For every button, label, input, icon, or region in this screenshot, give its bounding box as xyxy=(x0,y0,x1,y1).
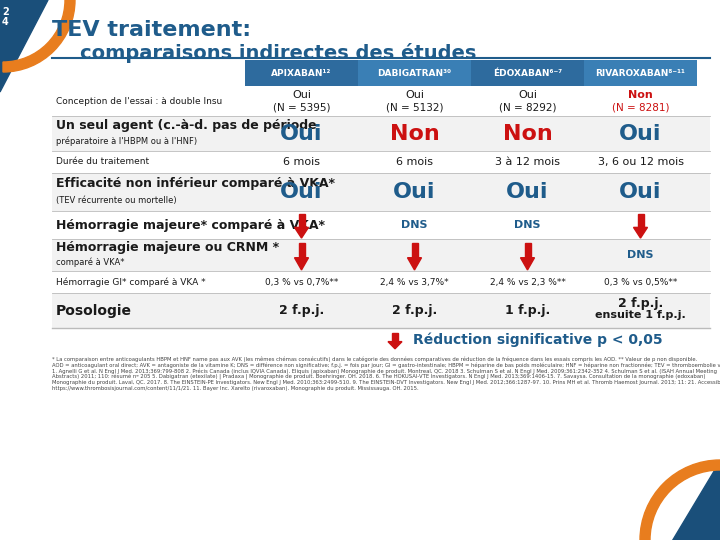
Polygon shape xyxy=(524,243,531,258)
Text: Monographie du produit. Laval, QC. 2017. 8. The EINSTEIN-PE Investigators. New E: Monographie du produit. Laval, QC. 2017.… xyxy=(52,380,720,385)
Text: Oui: Oui xyxy=(619,182,662,202)
Text: 4: 4 xyxy=(2,17,9,27)
Text: Oui: Oui xyxy=(619,124,662,144)
Text: Efficacité non inférieur comparé à VKA*: Efficacité non inférieur comparé à VKA* xyxy=(56,177,335,190)
Text: DNS: DNS xyxy=(401,220,428,230)
Text: 1. Agnelli G et al. N Engl J Med. 2013;369:799-808 2. Précis Canada (inclus IQVI: 1. Agnelli G et al. N Engl J Med. 2013;3… xyxy=(52,368,717,374)
Bar xyxy=(358,60,471,86)
Text: 2 f.p.j.: 2 f.p.j. xyxy=(392,304,437,317)
Text: Oui: Oui xyxy=(280,124,323,144)
Polygon shape xyxy=(392,333,398,342)
Bar xyxy=(52,116,710,151)
Text: AOD = anticoagulant oral direct; AVK = antagoniste de la vitamine K; DNS = diffé: AOD = anticoagulant oral direct; AVK = a… xyxy=(52,362,720,368)
Wedge shape xyxy=(640,460,720,540)
Text: Abstracts) 2011; 110: résumé nº 205 5. Dabigatran (etexilate) | Pradaxa | Monogr: Abstracts) 2011; 110: résumé nº 205 5. D… xyxy=(52,374,706,380)
Text: 3, 6 ou 12 mois: 3, 6 ou 12 mois xyxy=(598,157,683,167)
Text: Durée du traitement: Durée du traitement xyxy=(56,158,149,166)
Polygon shape xyxy=(294,258,308,270)
Text: RIVAROXABAN⁸⁻¹¹: RIVAROXABAN⁸⁻¹¹ xyxy=(595,69,685,78)
Polygon shape xyxy=(634,227,647,238)
Text: DNS: DNS xyxy=(627,250,654,260)
Text: (N = 8281): (N = 8281) xyxy=(612,102,670,112)
Text: DABIGATRAN³⁰: DABIGATRAN³⁰ xyxy=(377,69,451,78)
Text: APIXABAN¹²: APIXABAN¹² xyxy=(271,69,332,78)
Text: Hémorragie majeure ou CRNM *: Hémorragie majeure ou CRNM * xyxy=(56,241,279,254)
Text: (N = 5132): (N = 5132) xyxy=(386,102,444,112)
Polygon shape xyxy=(294,227,308,238)
Text: 6 mois: 6 mois xyxy=(283,157,320,167)
Text: 3 à 12 mois: 3 à 12 mois xyxy=(495,157,560,167)
Text: Réduction significative p < 0,05: Réduction significative p < 0,05 xyxy=(413,333,662,347)
Text: comparaisons indirectes des études: comparaisons indirectes des études xyxy=(80,43,477,63)
Text: (N = 8292): (N = 8292) xyxy=(499,102,557,112)
Bar xyxy=(584,60,697,86)
Text: 2,4 % vs 2,3 %**: 2,4 % vs 2,3 %** xyxy=(490,278,565,287)
Text: Posologie: Posologie xyxy=(56,303,132,318)
Text: Un seul agent (c.-à-d. pas de période: Un seul agent (c.-à-d. pas de période xyxy=(56,119,317,132)
Bar xyxy=(52,86,710,116)
Text: Hémorragie GI* comparé à VKA *: Hémorragie GI* comparé à VKA * xyxy=(56,277,206,287)
Text: ensuite 1 f.p.j.: ensuite 1 f.p.j. xyxy=(595,310,686,321)
Text: comparé à VKA*: comparé à VKA* xyxy=(56,257,125,267)
Text: Non: Non xyxy=(628,90,653,100)
Bar xyxy=(245,60,358,86)
Text: ÉDOXABAN⁶⁻⁷: ÉDOXABAN⁶⁻⁷ xyxy=(493,69,562,78)
Text: Oui: Oui xyxy=(405,90,424,100)
Text: 2,4 % vs 3,7%*: 2,4 % vs 3,7%* xyxy=(380,278,449,287)
Text: 6 mois: 6 mois xyxy=(396,157,433,167)
Polygon shape xyxy=(408,258,421,270)
Bar xyxy=(52,271,710,293)
Text: * La comparaison entre anticoagulants HBPM et HNF name pas aux AVK (les mêmes ch: * La comparaison entre anticoagulants HB… xyxy=(52,356,697,361)
Polygon shape xyxy=(0,0,48,92)
Text: 0,3 % vs 0,7%**: 0,3 % vs 0,7%** xyxy=(265,278,338,287)
Polygon shape xyxy=(388,342,402,349)
Bar xyxy=(52,151,710,173)
Text: TEV traitement:: TEV traitement: xyxy=(52,20,251,40)
Polygon shape xyxy=(672,460,720,540)
Bar xyxy=(52,211,710,239)
Text: préparatoire à l'HBPM ou à l'HNF): préparatoire à l'HBPM ou à l'HNF) xyxy=(56,137,197,146)
Text: Oui: Oui xyxy=(292,90,311,100)
Polygon shape xyxy=(299,243,305,258)
Wedge shape xyxy=(3,0,75,72)
Text: DNS: DNS xyxy=(514,220,541,230)
Text: Oui: Oui xyxy=(518,90,537,100)
Text: 2 f.p.j.: 2 f.p.j. xyxy=(618,297,663,310)
Polygon shape xyxy=(299,214,305,227)
Text: Non: Non xyxy=(390,124,439,144)
Text: 2: 2 xyxy=(2,7,9,17)
Text: Hémorragie majeure* comparé à VKA*: Hémorragie majeure* comparé à VKA* xyxy=(56,219,325,232)
Text: Conception de l'essai : à double Insu: Conception de l'essai : à double Insu xyxy=(56,97,222,105)
Bar xyxy=(471,60,584,86)
Bar xyxy=(52,239,710,271)
Text: Oui: Oui xyxy=(280,182,323,202)
Polygon shape xyxy=(412,243,418,258)
Text: (TEV récurrente ou mortelle): (TEV récurrente ou mortelle) xyxy=(56,196,176,205)
Text: 2 f.p.j.: 2 f.p.j. xyxy=(279,304,324,317)
Text: Oui: Oui xyxy=(506,182,549,202)
Text: (N = 5395): (N = 5395) xyxy=(273,102,330,112)
Polygon shape xyxy=(637,214,644,227)
Text: 1 f.p.j.: 1 f.p.j. xyxy=(505,304,550,317)
Text: Oui: Oui xyxy=(393,182,436,202)
Text: Non: Non xyxy=(503,124,552,144)
Polygon shape xyxy=(521,258,534,270)
Bar xyxy=(52,173,710,211)
Bar xyxy=(52,293,710,328)
Text: https://www.thrombosisjournal.com/content/11/1/21. 11. Bayer Inc. Xarelto (rivar: https://www.thrombosisjournal.com/conten… xyxy=(52,386,418,391)
Text: 0,3 % vs 0,5%**: 0,3 % vs 0,5%** xyxy=(604,278,678,287)
